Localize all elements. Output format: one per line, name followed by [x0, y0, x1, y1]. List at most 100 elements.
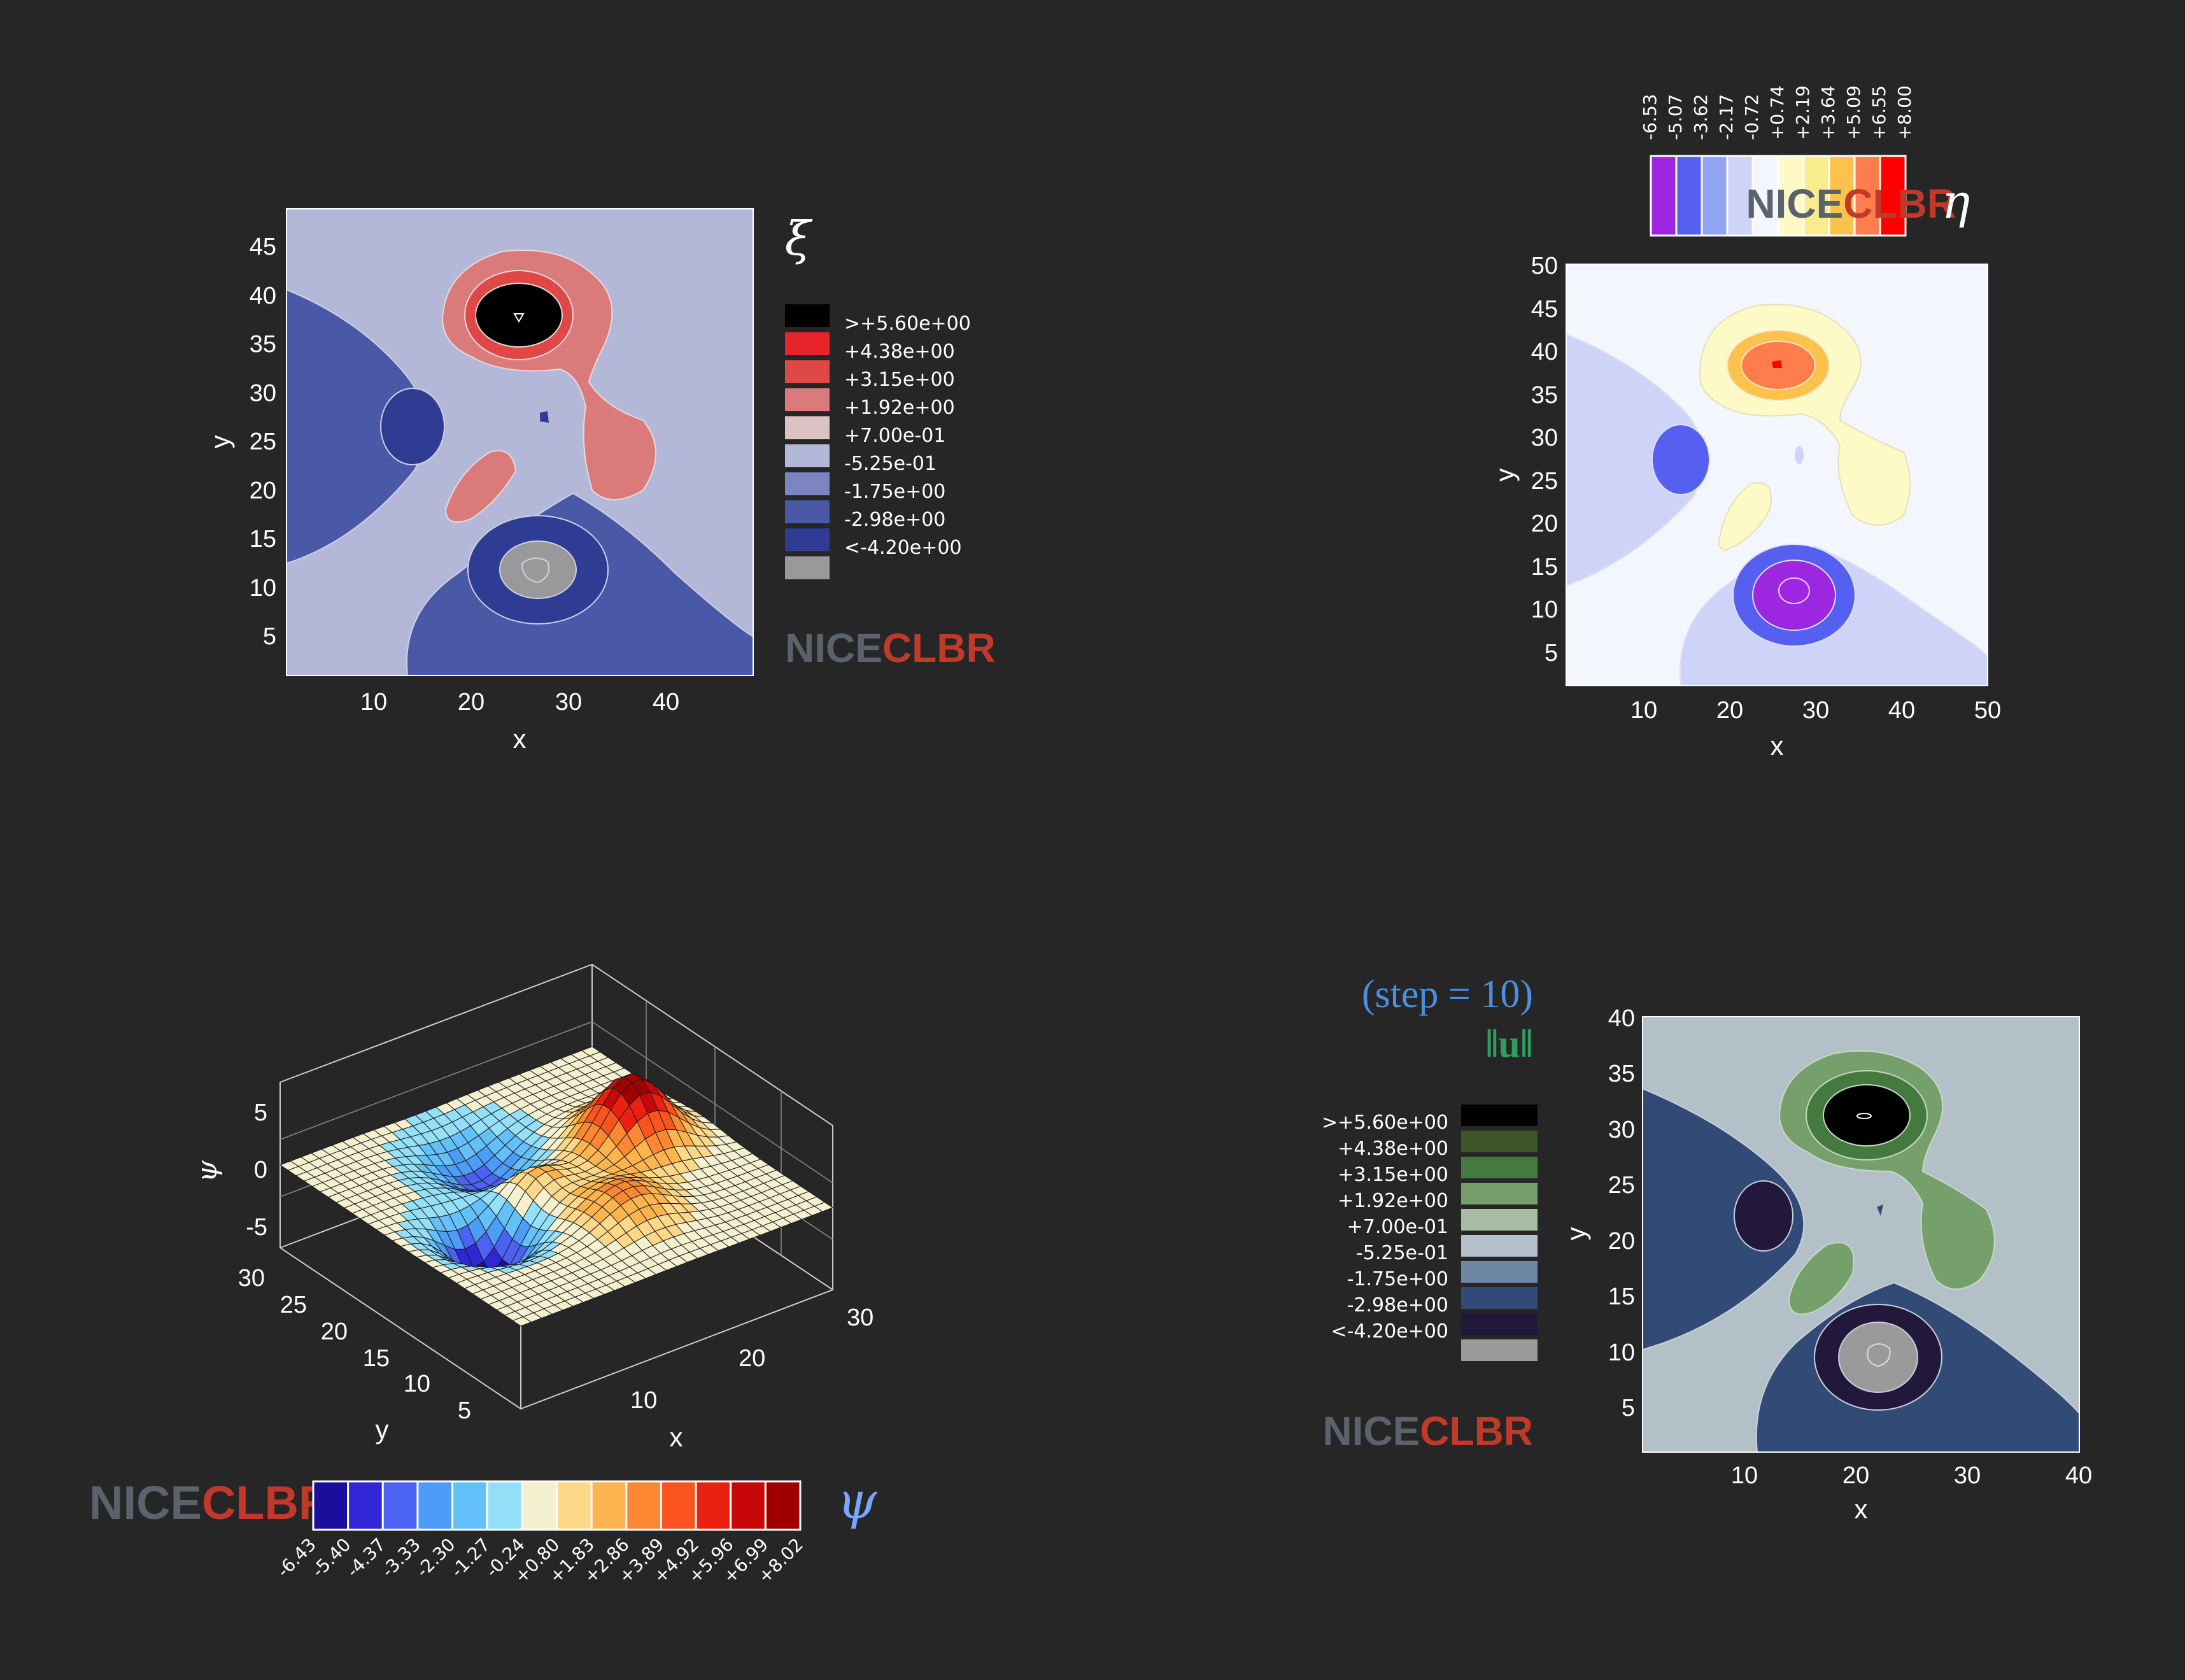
- norm-ytick: 30: [1608, 1117, 1635, 1143]
- norm-xtick: 20: [1842, 1462, 1869, 1489]
- xi-yticks: 5 10 15 20 25 30 35 40 45: [250, 234, 276, 650]
- xi-legend-label: +4.38e+00: [844, 341, 955, 363]
- xi-legend-swatch: [785, 444, 830, 467]
- psi-colorbar-tick: -2.30: [412, 1534, 460, 1582]
- psi-colorbar-cell: [312, 1480, 350, 1531]
- norm-yticks: 5 10 15 20 25 30 35 40: [1608, 1005, 1635, 1422]
- eta-ytick: 30: [1531, 425, 1558, 451]
- eta-ytick: 5: [1545, 640, 1558, 667]
- psi-symbol: ψ: [837, 1471, 878, 1530]
- xi-panel: 10 20 30 40 5 10 15 20 25 30 35 40 45 x …: [205, 208, 996, 754]
- psi-colorbar-cell: [486, 1480, 523, 1531]
- eta-colorbar-tick: +3.64: [1818, 85, 1839, 140]
- xi-legend-swatch: [785, 332, 830, 355]
- norm-legend-swatch: [1461, 1209, 1538, 1231]
- norm-xlabel: x: [1855, 1494, 1868, 1524]
- eta-ytick: 40: [1531, 339, 1558, 365]
- step-label: (step = 10): [1362, 973, 1533, 1016]
- psi-colorbar-tick: -5.40: [308, 1534, 355, 1582]
- eta-ytick: 25: [1531, 468, 1558, 495]
- eta-colorbar-cell: [1879, 155, 1907, 237]
- norm-legend-swatch: [1461, 1339, 1538, 1361]
- norm-ytick: 5: [1622, 1395, 1635, 1422]
- psi-surface-facet: [512, 1316, 532, 1327]
- xi-ytick: 35: [250, 331, 276, 358]
- norm-legend-swatch: [1461, 1157, 1538, 1178]
- xi-ytick: 25: [250, 428, 276, 455]
- xi-legend-label: -5.25e-01: [844, 453, 937, 475]
- psi-ztick: -5: [246, 1214, 267, 1241]
- xi-legend-swatch: [785, 528, 830, 551]
- eta-contour-plot: [1566, 264, 1988, 686]
- psi-panel: 5 0 -5 ψ 5 10 15 20 25 30 y 10 20 30 x N…: [89, 963, 878, 1588]
- norm-legend-label: <-4.20e+00: [1331, 1320, 1448, 1343]
- psi-yticks: 5 10 15 20 25 30: [238, 1265, 471, 1424]
- xi-ytick: 30: [250, 380, 276, 407]
- norm-legend-swatch: [1461, 1183, 1538, 1204]
- norm-legend-swatch: [1461, 1287, 1538, 1309]
- psi-ytick: 10: [404, 1371, 430, 1397]
- eta-colorbar-tick: +8.00: [1894, 85, 1915, 140]
- norm-symbol: ‖u‖: [1485, 1022, 1533, 1066]
- xi-legend-label: -2.98e+00: [844, 509, 945, 531]
- psi-colorbar-cell: [660, 1480, 697, 1531]
- eta-ylabel: y: [1490, 469, 1520, 482]
- xi-legend-swatch: [785, 388, 830, 411]
- psi-zticks: 5 0 -5: [246, 1099, 267, 1241]
- xi-legend-label: <-4.20e+00: [844, 537, 962, 559]
- norm-legend-swatch: [1461, 1261, 1538, 1283]
- eta-ytick: 10: [1531, 596, 1558, 623]
- eta-yticks: 5 10 15 20 25 30 35 40 45 50: [1531, 253, 1558, 667]
- eta-colorbar-cell: [1777, 155, 1805, 237]
- psi-ytick: 25: [280, 1292, 307, 1318]
- xi-ytick: 10: [250, 575, 276, 602]
- psi-zlabel: ψ: [191, 1160, 223, 1182]
- psi-colorbar-cell: [381, 1480, 419, 1531]
- psi-xticks: 10 20 30: [630, 1304, 873, 1414]
- xi-xtick: 20: [458, 689, 484, 716]
- eta-panel: 10 20 30 40 50 5 10 15 20 25 30 35 40 45…: [1490, 85, 2001, 761]
- xi-ytick: 45: [250, 234, 276, 260]
- norm-xtick: 40: [2065, 1462, 2092, 1489]
- norm-ylabel: y: [1561, 1227, 1591, 1241]
- eta-colorbar-tick: -3.62: [1690, 94, 1711, 140]
- brand-clbr: CLBR: [202, 1476, 333, 1529]
- xi-legend-label: +7.00e-01: [844, 425, 945, 447]
- norm-legend-label: +7.00e-01: [1347, 1216, 1448, 1238]
- xi-xticks: 10 20 30 40: [360, 689, 679, 716]
- eta-xtick: 20: [1716, 697, 1743, 724]
- xi-legend: >+5.60e+00 +4.38e+00 +3.15e+00 +1.92e+00 +7.…: [785, 304, 971, 579]
- xi-contour-plot: [286, 209, 753, 675]
- eta-axes-box: [1566, 264, 1988, 686]
- eta-symbol: η: [1942, 174, 1970, 229]
- norm-panel: (step = 10) ‖u‖ >+5.60e+00 +4.38e+00 +3.15…: [1322, 973, 2092, 1524]
- psi-ylabel: y: [376, 1415, 389, 1444]
- eta-colorbar-cell: [1802, 155, 1830, 237]
- eta-colorbar-tick: +5.09: [1843, 85, 1864, 140]
- xi-legend-swatch: [785, 416, 830, 439]
- brand-clbr: CLBR: [1843, 181, 1956, 227]
- psi-colorbar-tick: -6.43: [272, 1534, 320, 1582]
- psi-colorbar-cell: [695, 1480, 732, 1531]
- eta-colorbar-cell: [1828, 155, 1856, 237]
- xi-legend-label: -1.75e+00: [844, 481, 945, 503]
- norm-legend-swatch: [1461, 1105, 1538, 1126]
- xi-ylabel: y: [205, 435, 235, 449]
- norm-legend: >+5.60e+00 +4.38e+00 +3.15e+00 +1.92e+00 +7.…: [1322, 1105, 1538, 1361]
- norm-ytick: 20: [1608, 1228, 1635, 1255]
- xi-axes-box: [286, 208, 754, 676]
- xi-xtick: 30: [555, 689, 582, 716]
- norm-legend-label: +4.38e+00: [1338, 1138, 1448, 1160]
- norm-legend-label: -2.98e+00: [1347, 1294, 1448, 1316]
- norm-ytick: 35: [1608, 1061, 1635, 1087]
- brand-nice: NICE: [89, 1476, 202, 1529]
- norm-xticks: 10 20 30 40: [1731, 1462, 2092, 1489]
- norm-legend-label: +1.92e+00: [1338, 1190, 1448, 1212]
- eta-xtick: 50: [1974, 697, 2001, 724]
- norm-legend-label: -5.25e-01: [1356, 1242, 1448, 1264]
- xi-xlabel: x: [513, 724, 527, 754]
- eta-ytick: 20: [1531, 511, 1558, 537]
- eta-colorbar-cell: [1650, 155, 1678, 237]
- psi-ytick: 5: [458, 1397, 471, 1424]
